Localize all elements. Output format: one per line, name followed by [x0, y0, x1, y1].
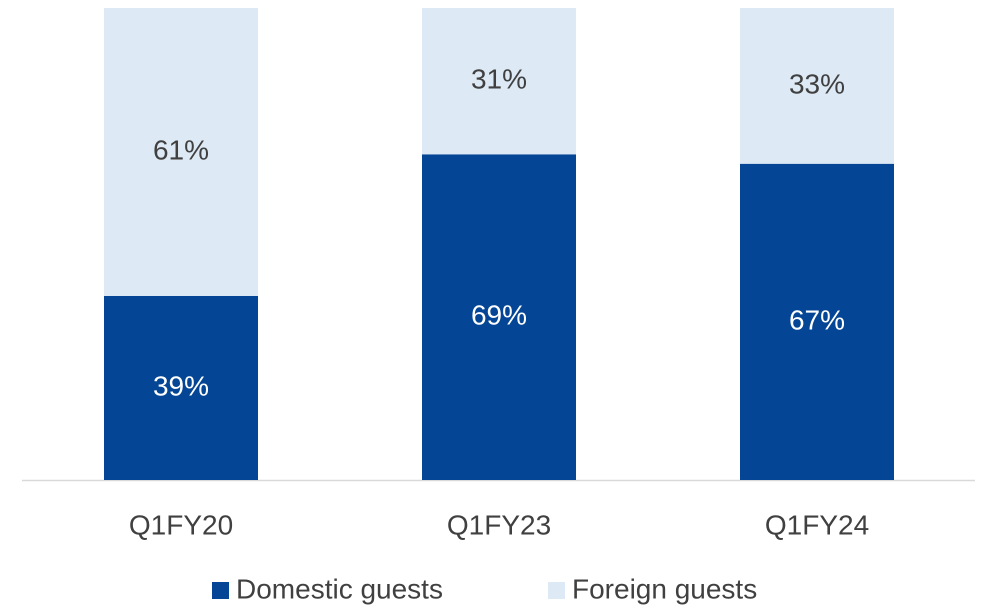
- data-label: 67%: [789, 304, 845, 335]
- data-label: 69%: [471, 300, 527, 331]
- x-tick-label: Q1FY20: [129, 509, 233, 540]
- data-label: 33%: [789, 68, 845, 99]
- legend-swatch: [548, 582, 565, 599]
- data-label: 39%: [153, 370, 209, 401]
- x-tick-label: Q1FY24: [765, 509, 869, 540]
- bar-segment: [104, 8, 258, 296]
- bar-segment: [422, 8, 576, 155]
- bar-segment: [740, 163, 894, 480]
- legend-label: Foreign guests: [572, 573, 757, 604]
- legend-label: Domestic guests: [236, 573, 443, 604]
- bar-segment: [104, 295, 258, 480]
- data-label: 31%: [471, 64, 527, 95]
- bar-segment: [422, 154, 576, 480]
- x-tick-label: Q1FY23: [447, 509, 551, 540]
- bar-segment: [740, 8, 894, 164]
- legend-swatch: [212, 582, 229, 599]
- data-label: 61%: [153, 134, 209, 165]
